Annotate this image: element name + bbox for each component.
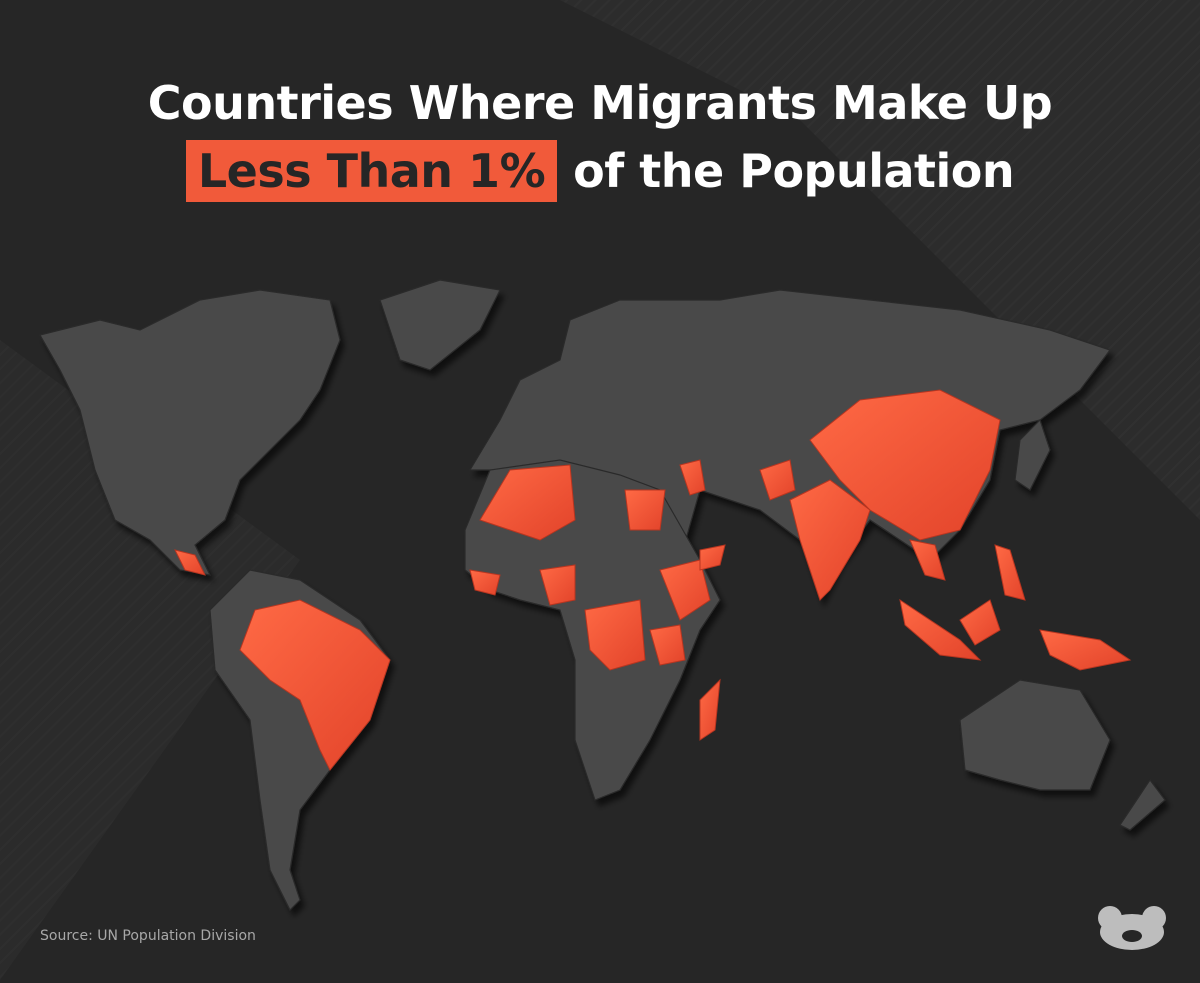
source: Source: UN Population Division (40, 928, 256, 944)
title-rest: of the Population (573, 144, 1015, 198)
title-line: Countries Where Migrants Make Up (147, 76, 1053, 130)
logo (1098, 906, 1166, 950)
title-highlight: Less Than 1% (185, 140, 558, 202)
title-line: Less Than 1% of the Population (0, 140, 1200, 202)
